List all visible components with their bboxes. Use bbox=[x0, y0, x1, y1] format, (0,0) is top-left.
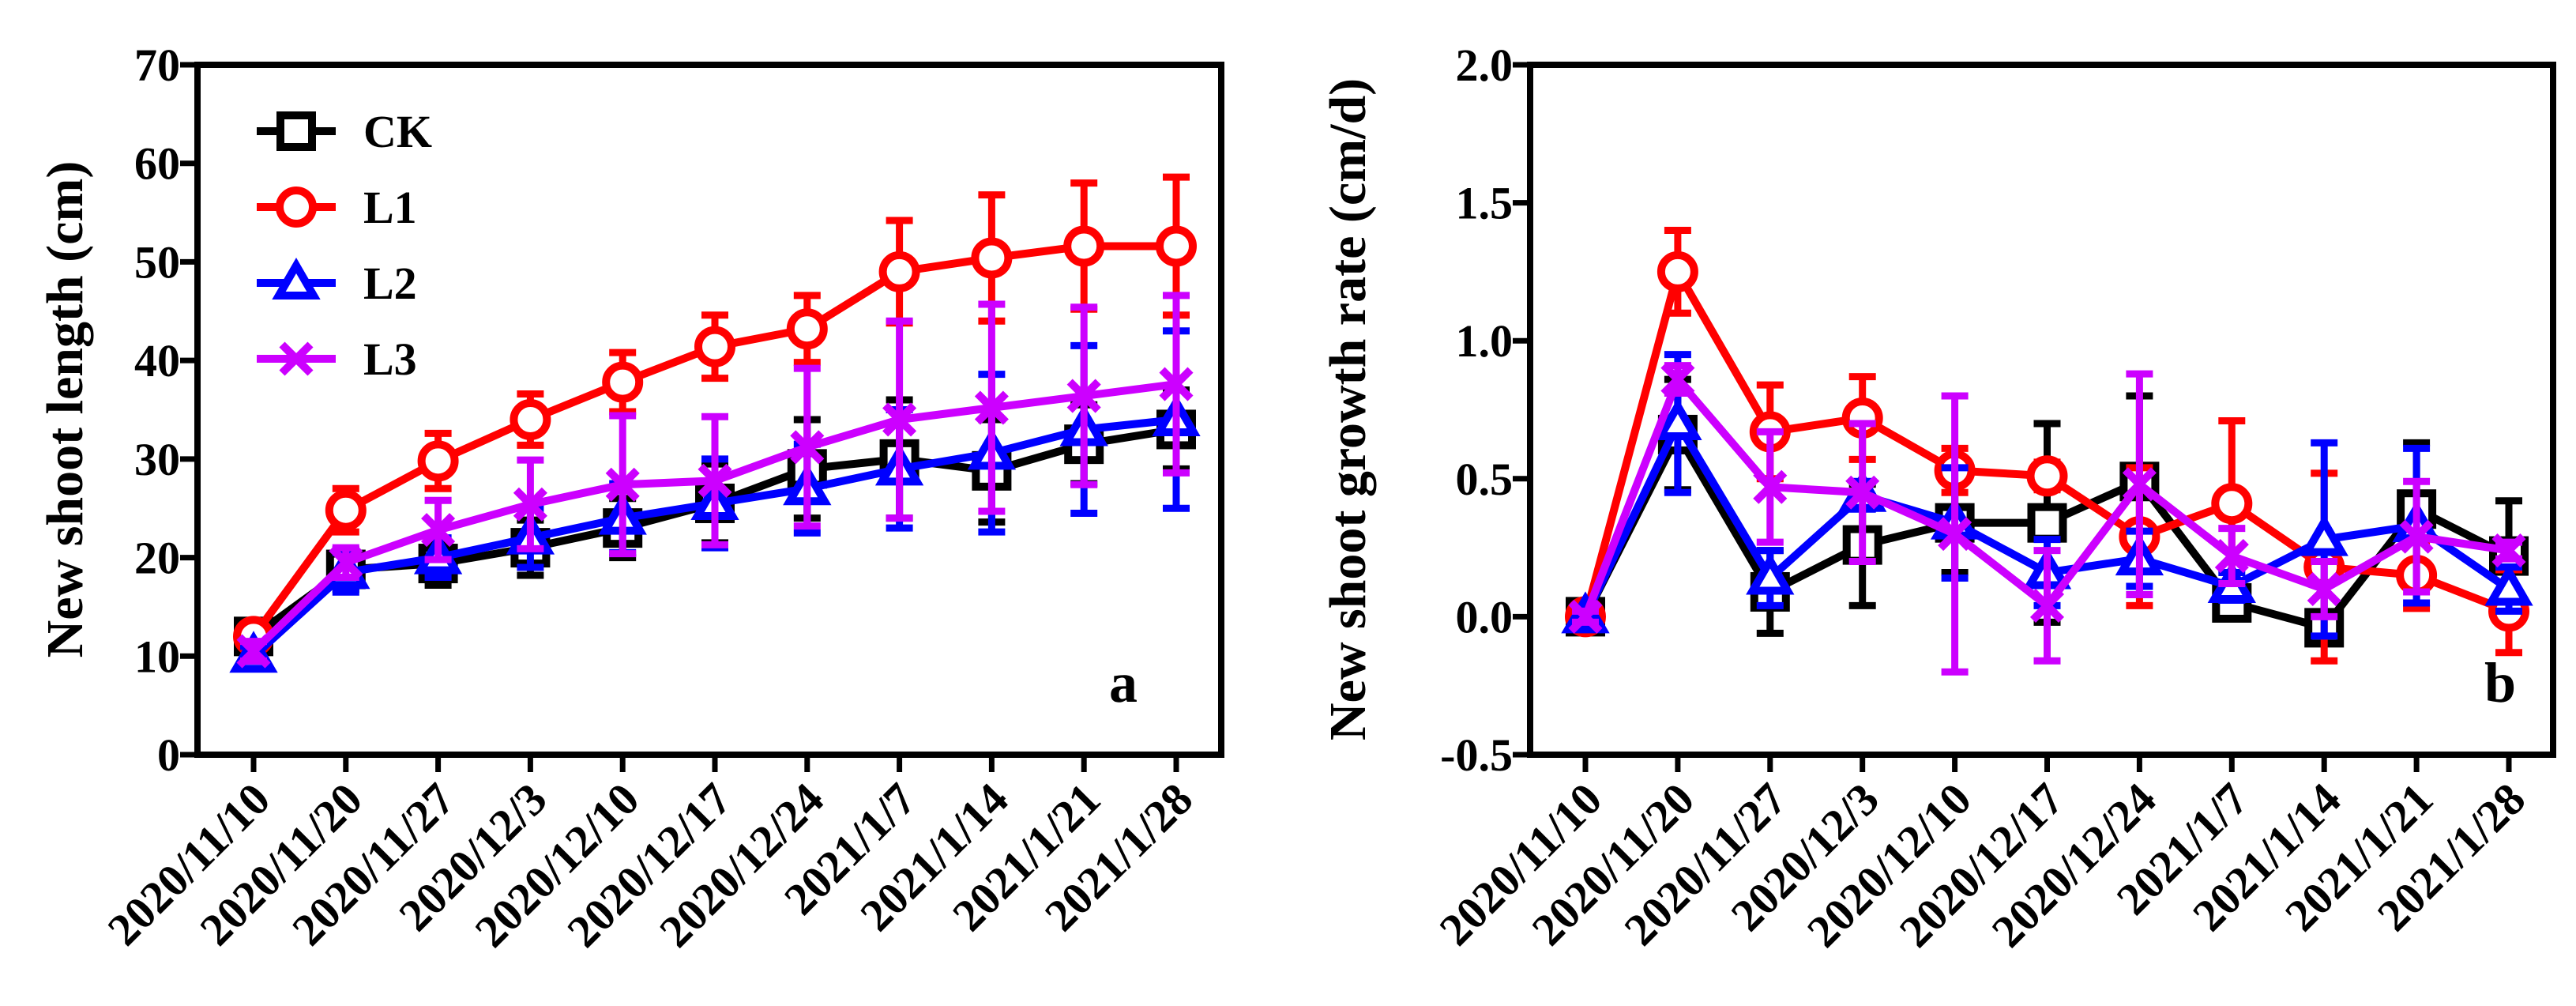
data-point bbox=[513, 487, 547, 522]
panel-a-y-axis: 0 10 20 30 40 50 60 70 bbox=[134, 40, 197, 781]
data-point bbox=[790, 430, 825, 465]
data-point bbox=[1159, 367, 1194, 401]
data-point bbox=[2399, 519, 2434, 554]
data-point bbox=[1938, 517, 1972, 552]
legend-entry-L2: L2 bbox=[257, 258, 417, 309]
panel-a-ytick-label: 40 bbox=[134, 335, 180, 386]
data-point bbox=[1753, 469, 1788, 504]
data-point bbox=[2027, 503, 2067, 543]
panel-b: -0.5 0.0 0.5 1.0 1.5 2.0 2020/11/102020/11/20… bbox=[1319, 40, 2556, 957]
panel-a-ytick-label: 0 bbox=[157, 729, 180, 781]
data-point bbox=[2307, 571, 2341, 607]
legend-label: L2 bbox=[363, 258, 417, 309]
data-point bbox=[605, 467, 640, 502]
legend-entry-L1: L1 bbox=[257, 182, 417, 233]
data-point bbox=[786, 308, 828, 350]
data-point bbox=[2029, 588, 2065, 623]
panel-b-plot-frame bbox=[1527, 62, 2556, 758]
data-point bbox=[510, 398, 551, 440]
data-point bbox=[1845, 475, 1880, 510]
panel-b-ytick-label: 0.0 bbox=[1456, 591, 1514, 642]
data-point bbox=[1746, 552, 1795, 595]
data-point bbox=[602, 361, 644, 403]
panel-a-ytick-label: 30 bbox=[134, 434, 180, 485]
panel-a-x-axis: 2020/11/102020/11/202020/11/272020/12/32… bbox=[98, 755, 1202, 957]
legend-label: L3 bbox=[363, 333, 417, 385]
data-point bbox=[2211, 483, 2253, 525]
data-point bbox=[1653, 398, 1702, 440]
data-point bbox=[421, 513, 456, 548]
data-point bbox=[974, 390, 1009, 425]
legend-label: L1 bbox=[363, 182, 417, 233]
panel-a-ytick-label: 20 bbox=[134, 533, 180, 584]
panel-b-letter: b bbox=[2484, 651, 2516, 714]
data-point bbox=[2484, 563, 2533, 606]
panel-a-ytick-label: 60 bbox=[134, 138, 180, 190]
data-point bbox=[2300, 514, 2348, 556]
legend-marker bbox=[276, 111, 316, 151]
data-point bbox=[2214, 539, 2249, 574]
panel-a-ytick-label: 50 bbox=[134, 236, 180, 288]
legend-entry-L3: L3 bbox=[257, 333, 417, 385]
panel-b-x-axis: 2020/11/102020/11/202020/11/272020/12/32… bbox=[1430, 755, 2535, 957]
panel-b-series bbox=[1561, 227, 2533, 676]
data-point bbox=[2491, 533, 2526, 568]
panel-b-ytick-label: -0.5 bbox=[1440, 729, 1513, 781]
data-point bbox=[325, 489, 367, 531]
panel-a-plot-frame bbox=[194, 62, 1224, 758]
data-point bbox=[1156, 225, 1197, 267]
panel-a-series-L1 bbox=[233, 173, 1197, 657]
data-point bbox=[236, 634, 271, 669]
panel-a-letter: a bbox=[1109, 651, 1138, 714]
data-point bbox=[417, 440, 459, 482]
data-point bbox=[882, 402, 917, 437]
panel-b-ytick-label: 2.0 bbox=[1456, 40, 1514, 91]
panel-a-ytick-label: 10 bbox=[134, 631, 180, 682]
data-point bbox=[694, 326, 735, 367]
data-point bbox=[698, 463, 732, 498]
panel-a-y-axis-title: New shoot length (cm) bbox=[36, 161, 94, 658]
data-point bbox=[2026, 455, 2068, 497]
data-point bbox=[1657, 251, 1698, 292]
data-point bbox=[1660, 362, 1695, 397]
legend-marker bbox=[279, 341, 314, 376]
legend-marker bbox=[276, 187, 317, 228]
panel-b-ytick-label: 0.5 bbox=[1456, 454, 1514, 505]
panel-a: 0 10 20 30 40 50 60 70 2020/11/102020/11/202020… bbox=[36, 40, 1224, 957]
panel-b-y-axis: -0.5 0.0 0.5 1.0 1.5 2.0 bbox=[1440, 40, 1530, 781]
panel-b-ytick-label: 1.0 bbox=[1456, 315, 1514, 367]
data-point bbox=[1568, 599, 1603, 634]
data-point bbox=[1066, 379, 1101, 413]
data-point bbox=[1063, 225, 1105, 267]
panel-a-series bbox=[229, 173, 1201, 673]
legend-entry-CK: CK bbox=[257, 106, 432, 157]
panel-a-legend: CK L1 L2 L3 bbox=[257, 106, 432, 385]
panel-a-series-L3 bbox=[236, 292, 1194, 669]
legend-label: CK bbox=[363, 106, 432, 157]
panel-b-y-axis-title: New shoot growth rate (cm/d) bbox=[1319, 78, 1377, 740]
panel-b-series-L3 bbox=[1568, 362, 2526, 676]
panel-a-ytick-label: 70 bbox=[134, 40, 180, 91]
data-point bbox=[2122, 467, 2157, 502]
panel-b-ytick-label: 1.5 bbox=[1456, 178, 1514, 229]
data-point bbox=[329, 545, 363, 580]
data-point bbox=[971, 237, 1013, 279]
data-point bbox=[878, 251, 920, 292]
legend-marker bbox=[272, 258, 321, 300]
